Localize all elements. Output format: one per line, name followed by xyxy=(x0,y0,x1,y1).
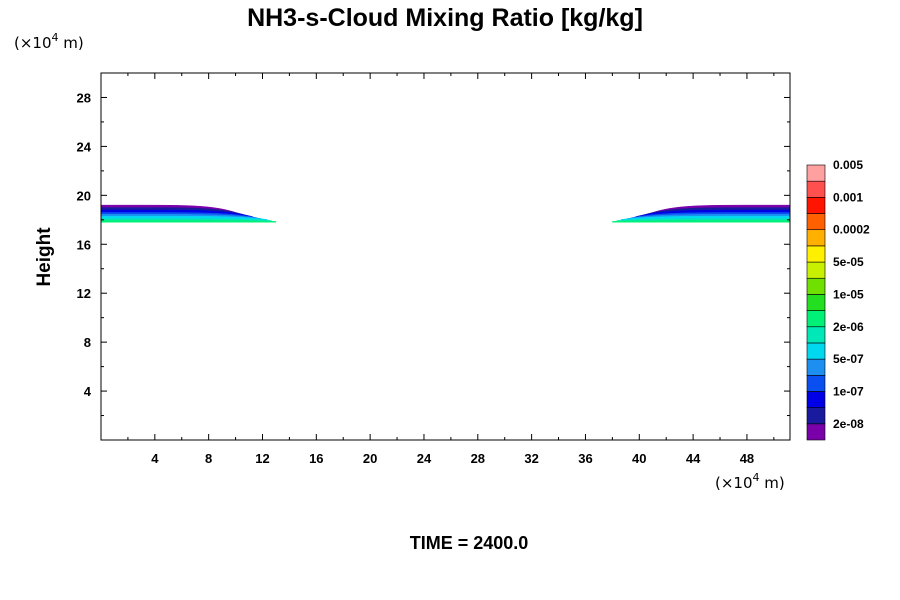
contour-band xyxy=(100,220,277,223)
colorbar-swatch xyxy=(806,310,826,328)
colorbar-label: 2e-08 xyxy=(833,417,864,431)
right-cloud-layer xyxy=(612,204,791,223)
colorbar-swatch xyxy=(806,229,826,247)
left-cloud-layer xyxy=(100,204,277,223)
colorbar-swatch xyxy=(806,164,826,182)
x-tick-label: 24 xyxy=(417,451,432,466)
colorbar-swatch xyxy=(806,245,826,263)
y-tick-label: 4 xyxy=(84,384,92,399)
x-tick-label: 20 xyxy=(363,451,377,466)
colorbar-label: 0.005 xyxy=(833,158,863,172)
colorbar: 2e-08 1e-07 5e-07 2e-06 1e-05 5e-05 0.0002 0.00… xyxy=(806,158,870,441)
x-tick-label: 36 xyxy=(578,451,592,466)
y-axis-unit: (×104 m) xyxy=(14,31,84,52)
y-tick-label: 12 xyxy=(77,286,91,301)
y-tick-label: 20 xyxy=(77,188,91,203)
colorbar-label: 0.001 xyxy=(833,190,863,204)
plot-frame xyxy=(100,72,791,441)
colorbar-swatch xyxy=(806,261,826,279)
x-tick-label: 16 xyxy=(309,451,323,466)
x-tick-label: 12 xyxy=(255,451,269,466)
colorbar-swatch xyxy=(806,358,826,376)
y-tick-label: 8 xyxy=(84,335,91,350)
y-axis: 4 8 12 16 20 24 28 xyxy=(77,90,790,417)
contour-fill-layer xyxy=(100,204,791,223)
colorbar-swatch xyxy=(806,374,826,392)
colorbar-label: 5e-07 xyxy=(833,352,864,366)
colorbar-label: 2e-06 xyxy=(833,320,864,334)
x-axis-unit: (×104 m) xyxy=(715,471,785,492)
colorbar-swatch xyxy=(806,342,826,360)
colorbar-swatch xyxy=(806,180,826,198)
y-tick-label: 28 xyxy=(77,90,91,105)
x-axis: 4 8 12 16 20 24 28 32 36 40 44 48 xyxy=(127,73,775,466)
colorbar-swatch xyxy=(806,197,826,214)
y-tick-label: 24 xyxy=(77,139,92,154)
colorbar-label: 1e-07 xyxy=(833,384,864,398)
colorbar-swatch xyxy=(806,391,826,408)
colorbar-swatch xyxy=(806,423,826,441)
colorbar-swatch xyxy=(806,277,826,295)
contour-band xyxy=(612,220,791,223)
colorbar-swatch xyxy=(806,407,826,425)
time-label: TIME = 2400.0 xyxy=(410,533,529,553)
chart-title: NH3-s-Cloud Mixing Ratio [kg/kg] xyxy=(247,4,643,32)
x-tick-label: 48 xyxy=(740,451,754,466)
x-tick-label: 32 xyxy=(524,451,538,466)
colorbar-swatch xyxy=(806,213,826,231)
x-tick-label: 4 xyxy=(151,451,159,466)
x-tick-label: 44 xyxy=(686,451,701,466)
x-tick-label: 8 xyxy=(205,451,212,466)
x-tick-label: 28 xyxy=(471,451,485,466)
colorbar-label: 0.0002 xyxy=(833,223,870,237)
y-axis-label: Height xyxy=(34,227,55,287)
x-tick-label: 40 xyxy=(632,451,646,466)
colorbar-swatch xyxy=(806,326,826,344)
colorbar-label: 1e-05 xyxy=(833,287,864,301)
colorbar-label: 5e-05 xyxy=(833,255,864,269)
colorbar-swatch xyxy=(806,294,826,311)
y-tick-label: 16 xyxy=(77,237,91,252)
